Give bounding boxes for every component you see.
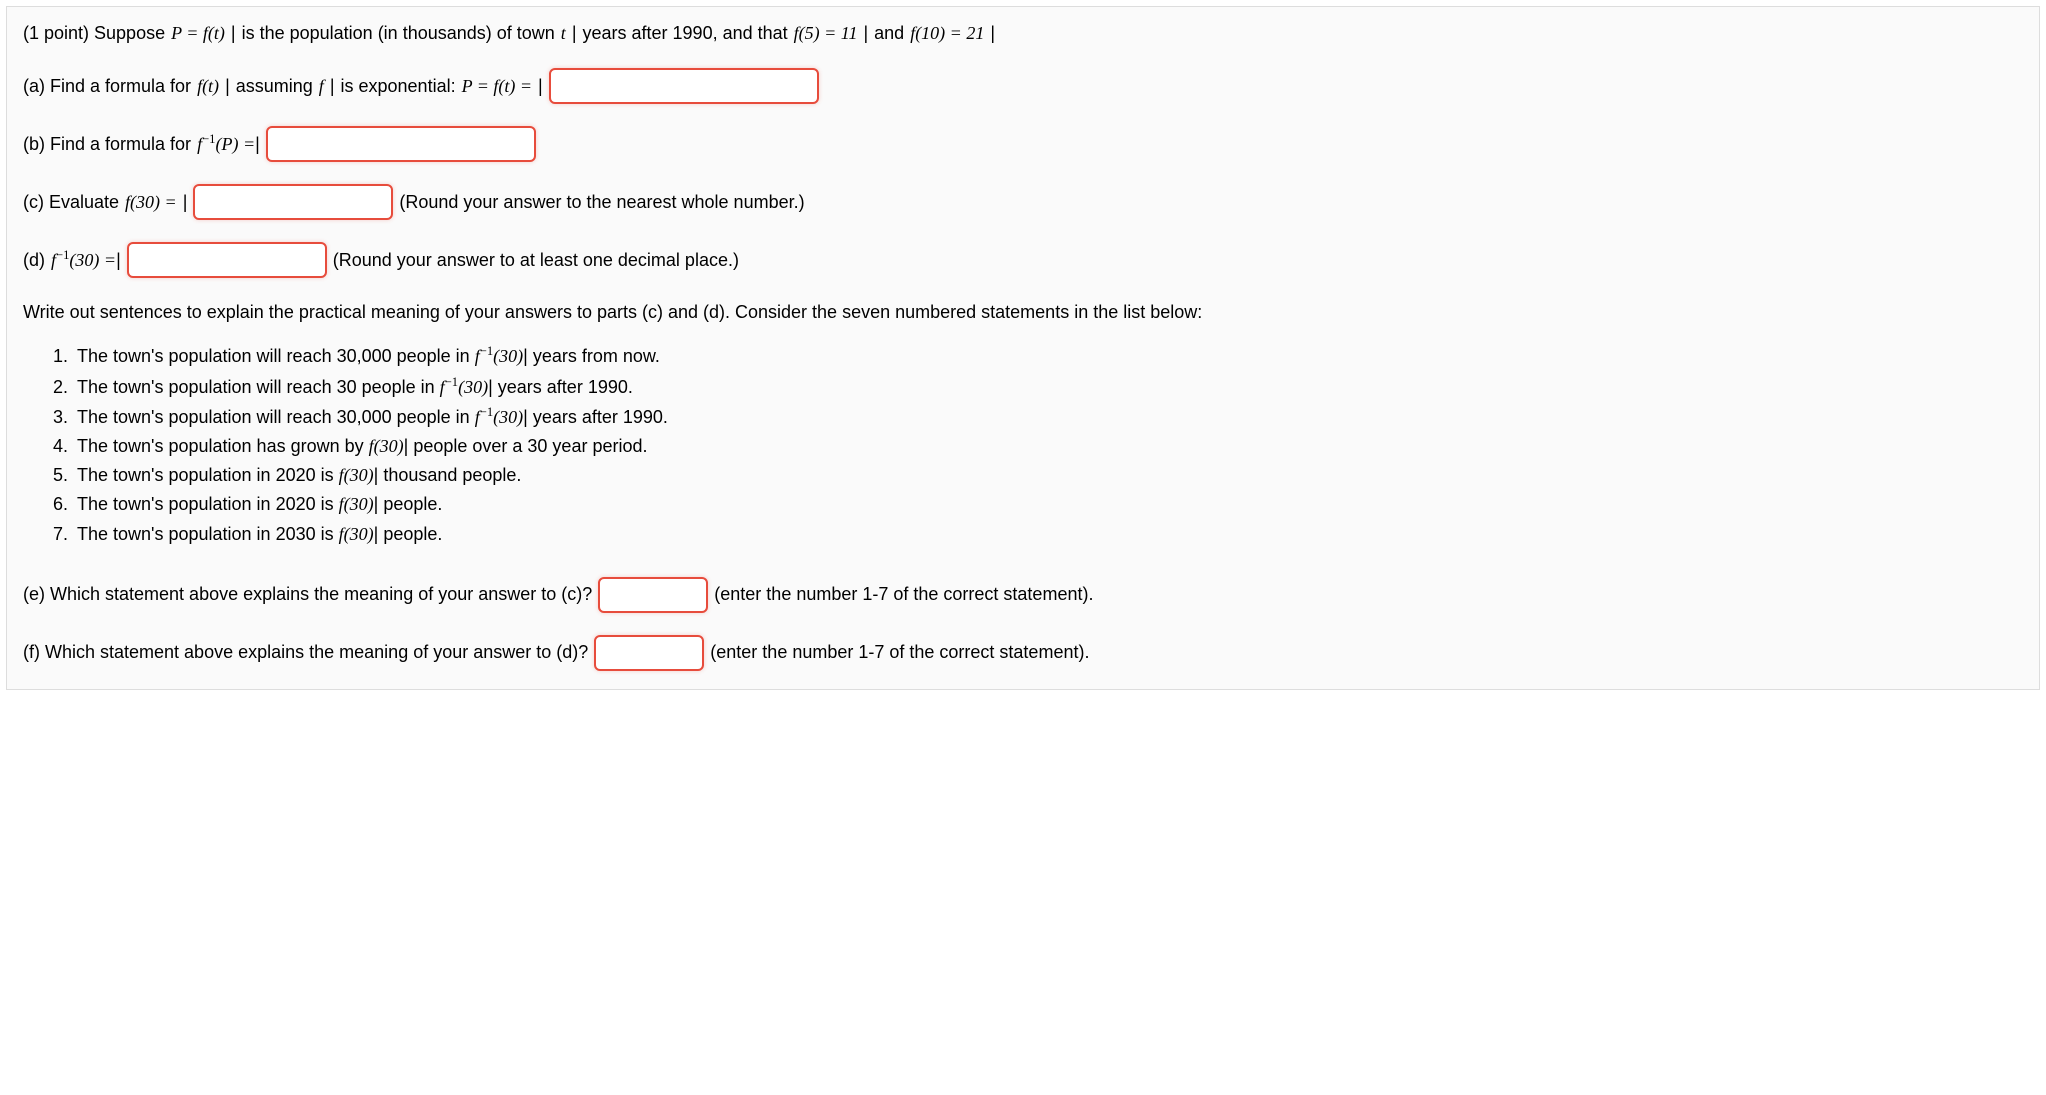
part-a-f: f: [319, 74, 324, 99]
intro-mid1: is the population (in thousands) of town: [242, 21, 555, 46]
intro-row: (1 point) Suppose P = f(t)| is the popul…: [23, 21, 2023, 46]
intro-and: and: [874, 21, 904, 46]
statement-5-arg: (30): [344, 465, 374, 485]
part-c-label: (c) Evaluate: [23, 190, 119, 215]
statement-4: The town's population has grown by f(30)…: [73, 434, 2023, 459]
part-d-sup: −1: [56, 248, 69, 262]
statement-3: The town's population will reach 30,000 …: [73, 404, 2023, 430]
statement-1-post: years from now.: [528, 346, 660, 366]
part-c-f30: f(30) =: [125, 190, 177, 215]
part-b-arg: (P) =: [215, 134, 255, 154]
cursor-bar-1: |: [231, 21, 236, 46]
part-e-label: (e) Which statement above explains the m…: [23, 582, 592, 607]
part-a-input[interactable]: [549, 68, 819, 104]
statement-3-sup: −1: [480, 405, 493, 419]
statement-6-arg: (30): [344, 494, 374, 514]
statement-4-arg: (30): [374, 436, 404, 456]
part-c-note: (Round your answer to the nearest whole …: [399, 190, 804, 215]
part-b-sup: −1: [202, 132, 215, 146]
statement-2-pre: The town's population will reach 30 peop…: [77, 377, 440, 397]
intro-f10: f(10) = 21: [910, 21, 984, 46]
statement-7-post: people.: [378, 524, 442, 544]
intro-prefix: (1 point) Suppose: [23, 21, 165, 46]
statements-list: The town's population will reach 30,000 …: [55, 343, 2023, 546]
statement-1-pre: The town's population will reach 30,000 …: [77, 346, 475, 366]
intro-t: t: [561, 21, 566, 46]
problem-container: (1 point) Suppose P = f(t)| is the popul…: [6, 6, 2040, 690]
statement-4-post: people over a 30 year period.: [408, 436, 647, 456]
part-c-input[interactable]: [193, 184, 393, 220]
part-a-ft: f(t): [197, 74, 219, 99]
part-a-row: (a) Find a formula for f(t)| assuming f|…: [23, 68, 2023, 104]
part-f-note: (enter the number 1-7 of the correct sta…: [710, 640, 1089, 665]
part-f-label: (f) Which statement above explains the m…: [23, 640, 588, 665]
part-d-note: (Round your answer to at least one decim…: [333, 248, 739, 273]
statement-3-arg: (30): [493, 407, 523, 427]
cursor-bar-a3: |: [538, 74, 543, 99]
part-d-arg: (30) =: [69, 250, 116, 270]
cursor-bar-d1: |: [116, 250, 121, 270]
cursor-bar-b1: |: [255, 134, 260, 154]
part-e-row: (e) Which statement above explains the m…: [23, 577, 2023, 613]
statement-5-pre: The town's population in 2020 is: [77, 465, 339, 485]
part-e-input[interactable]: [598, 577, 708, 613]
part-a-mid: assuming: [236, 74, 313, 99]
explain-text: Write out sentences to explain the pract…: [23, 300, 2023, 325]
intro-f5: f(5) = 11: [794, 21, 858, 46]
cursor-bar-4: |: [990, 21, 995, 46]
statement-7: The town's population in 2030 is f(30)| …: [73, 522, 2023, 547]
statement-5: The town's population in 2020 is f(30)| …: [73, 463, 2023, 488]
statement-7-pre: The town's population in 2030 is: [77, 524, 339, 544]
statement-1-sup: −1: [480, 344, 493, 358]
statement-7-arg: (30): [344, 524, 374, 544]
part-b-row: (b) Find a formula for f−1(P) =|: [23, 126, 2023, 162]
statement-1: The town's population will reach 30,000 …: [73, 343, 2023, 369]
statement-6: The town's population in 2020 is f(30)| …: [73, 492, 2023, 517]
cursor-bar-a2: |: [330, 74, 335, 99]
statement-3-post: years after 1990.: [528, 407, 668, 427]
part-b-input[interactable]: [266, 126, 536, 162]
statement-2: The town's population will reach 30 peop…: [73, 374, 2023, 400]
cursor-bar-a1: |: [225, 74, 230, 99]
statement-2-arg: (30): [458, 377, 488, 397]
cursor-bar-c1: |: [183, 190, 188, 215]
cursor-bar-3: |: [863, 21, 868, 46]
statement-3-pre: The town's population will reach 30,000 …: [77, 407, 475, 427]
intro-mid2: years after 1990, and that: [583, 21, 788, 46]
cursor-bar-2: |: [572, 21, 577, 46]
part-d-label: (d): [23, 248, 45, 273]
intro-eq1: P = f(t): [171, 21, 225, 46]
statement-6-pre: The town's population in 2020 is: [77, 494, 339, 514]
statement-2-sup: −1: [445, 375, 458, 389]
part-f-row: (f) Which statement above explains the m…: [23, 635, 2023, 671]
part-d-row: (d) f−1(30) =| (Round your answer to at …: [23, 242, 2023, 278]
statement-4-pre: The town's population has grown by: [77, 436, 369, 456]
part-b-label: (b) Find a formula for: [23, 132, 191, 157]
statement-6-post: people.: [378, 494, 442, 514]
statement-1-arg: (30): [493, 346, 523, 366]
part-d-input[interactable]: [127, 242, 327, 278]
statement-5-post: thousand people.: [378, 465, 521, 485]
part-a-eq: P = f(t) =: [462, 74, 532, 99]
part-a-label: (a) Find a formula for: [23, 74, 191, 99]
statement-2-post: years after 1990.: [493, 377, 633, 397]
part-a-mid2: is exponential:: [341, 74, 456, 99]
part-c-row: (c) Evaluate f(30) =| (Round your answer…: [23, 184, 2023, 220]
part-f-input[interactable]: [594, 635, 704, 671]
part-e-note: (enter the number 1-7 of the correct sta…: [714, 582, 1093, 607]
